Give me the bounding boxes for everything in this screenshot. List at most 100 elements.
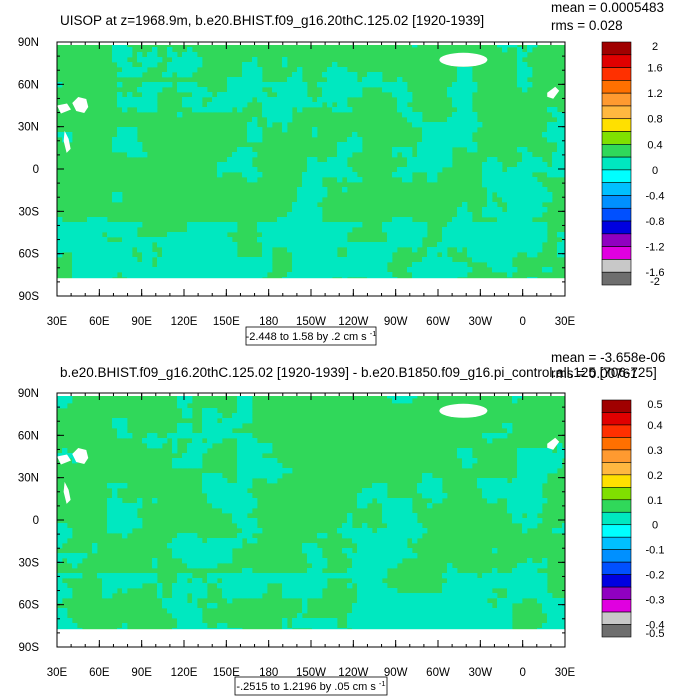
- field-cell: [492, 207, 498, 213]
- field-cell: [117, 423, 123, 429]
- field-cell: [117, 573, 123, 579]
- field-cell: [222, 478, 228, 484]
- field-cell: [217, 257, 223, 263]
- field-cell: [267, 458, 273, 464]
- field-cell: [227, 428, 233, 434]
- field-cell: [512, 398, 518, 404]
- field-cell: [312, 172, 318, 178]
- field-cell: [472, 222, 478, 228]
- field-cell: [507, 182, 513, 188]
- field-cell: [332, 262, 338, 268]
- field-cell: [237, 107, 243, 113]
- field-cell: [432, 272, 438, 278]
- field-cell: [127, 242, 133, 248]
- field-cell: [207, 553, 213, 559]
- field-cell: [172, 458, 178, 464]
- field-cell: [337, 267, 343, 273]
- field-cell: [432, 618, 438, 624]
- field-cell: [242, 448, 248, 454]
- field-cell: [182, 252, 188, 258]
- field-cell: [472, 232, 478, 238]
- field-cell: [402, 152, 408, 158]
- field-cell: [367, 538, 373, 544]
- field-cell: [92, 267, 98, 273]
- field-cell: [457, 598, 463, 604]
- field-cell: [562, 172, 565, 178]
- field-cell: [382, 553, 388, 559]
- field-cell: [517, 52, 523, 58]
- field-cell: [282, 468, 288, 474]
- field-cell: [402, 543, 408, 549]
- field-cell: [512, 192, 518, 198]
- field-cell: [522, 192, 528, 198]
- field-cell: [482, 257, 488, 263]
- field-cell: [197, 448, 203, 454]
- field-cell: [277, 92, 283, 98]
- field-cell: [557, 112, 563, 118]
- field-cell: [112, 257, 118, 263]
- colorbar-box: [601, 259, 632, 273]
- field-cell: [427, 483, 433, 489]
- field-cell: [262, 242, 268, 248]
- field-cell: [192, 548, 198, 554]
- field-cell: [57, 578, 63, 584]
- field-cell: [487, 197, 493, 203]
- field-cell: [227, 573, 233, 579]
- field-cell: [107, 222, 113, 228]
- field-cell: [367, 573, 373, 579]
- field-cell: [187, 463, 193, 469]
- field-cell: [467, 242, 473, 248]
- field-cell: [457, 107, 463, 113]
- field-cell: [402, 603, 408, 609]
- field-cell: [477, 593, 483, 599]
- field-cell: [257, 528, 263, 534]
- field-cell: [417, 167, 423, 173]
- field-cell: [407, 623, 413, 629]
- field-cell: [207, 443, 213, 449]
- field-cell: [127, 222, 133, 228]
- field-cell: [242, 97, 248, 103]
- field-cell: [422, 473, 428, 479]
- field-cell: [482, 588, 488, 594]
- field-cell: [402, 538, 408, 544]
- field-cell: [377, 242, 383, 248]
- field-cell: [562, 448, 565, 454]
- field-cell: [297, 237, 303, 243]
- field-cell: [542, 593, 548, 599]
- field-cell: [512, 167, 518, 173]
- field-cell: [232, 423, 238, 429]
- field-cell: [492, 613, 498, 619]
- field-cell: [317, 257, 323, 263]
- field-cell: [457, 613, 463, 619]
- field-cell: [532, 167, 538, 173]
- field-cell: [412, 623, 418, 629]
- field-cell: [507, 498, 513, 504]
- field-cell: [552, 528, 558, 534]
- field-cell: [362, 503, 368, 509]
- field-cell: [247, 498, 253, 504]
- field-cell: [367, 563, 373, 569]
- field-cell: [427, 613, 433, 619]
- field-cell: [222, 167, 228, 173]
- field-cell: [527, 563, 533, 569]
- field-cell: [62, 528, 68, 534]
- field-cell: [237, 82, 243, 88]
- field-cell: [557, 598, 563, 604]
- field-cell: [492, 237, 498, 243]
- field-cell: [337, 107, 343, 113]
- field-cell: [462, 67, 468, 73]
- field-cell: [427, 247, 433, 253]
- field-cell: [387, 558, 393, 564]
- field-cell: [247, 468, 253, 474]
- field-cell: [402, 112, 408, 118]
- field-cell: [542, 132, 548, 138]
- field-cell: [447, 613, 453, 619]
- field-cell: [477, 478, 483, 484]
- field-cell: [502, 187, 508, 193]
- field-cell: [522, 77, 528, 83]
- field-cell: [417, 613, 423, 619]
- field-cell: [267, 242, 273, 248]
- field-cell: [112, 493, 118, 499]
- field-cell: [232, 433, 238, 439]
- field-cell: [227, 77, 233, 83]
